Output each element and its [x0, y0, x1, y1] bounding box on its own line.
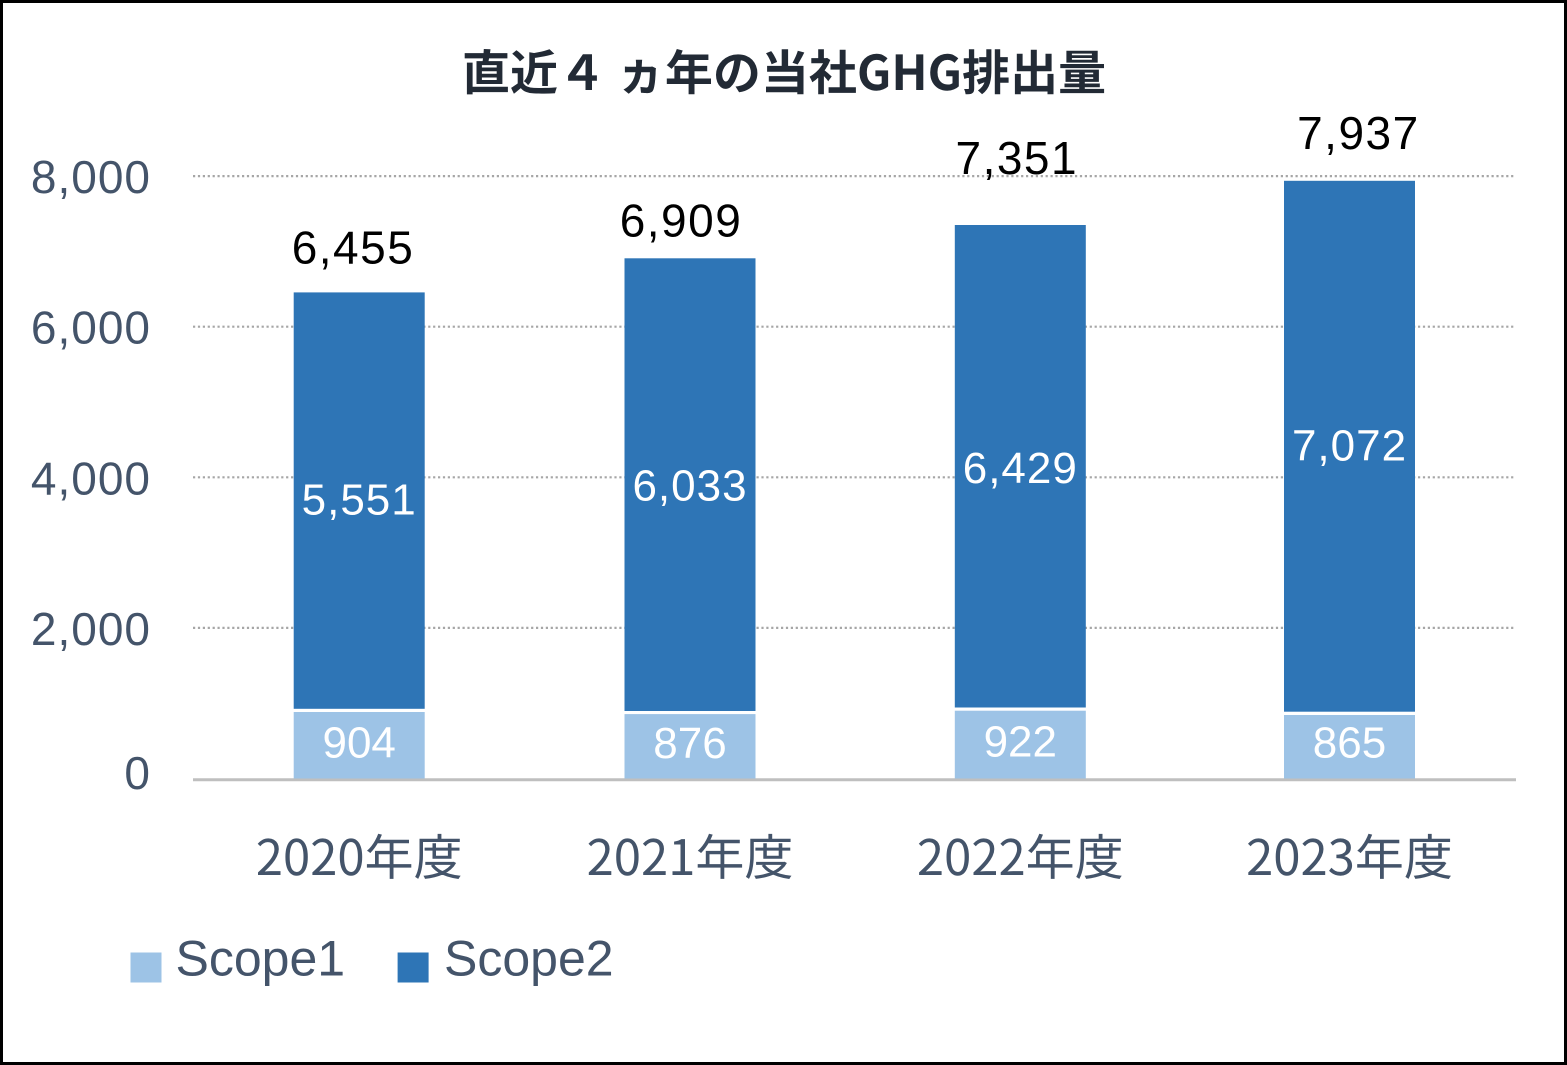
svg-text:865: 865	[1313, 718, 1386, 767]
svg-text:876: 876	[653, 719, 726, 768]
svg-text:7,351: 7,351	[955, 132, 1078, 184]
svg-text:6,909: 6,909	[620, 195, 743, 247]
svg-text:7,937: 7,937	[1297, 107, 1420, 159]
svg-text:7,072: 7,072	[1292, 421, 1407, 470]
svg-text:8,000: 8,000	[31, 151, 151, 203]
svg-text:4,000: 4,000	[31, 452, 151, 504]
svg-text:Scope2: Scope2	[444, 931, 614, 987]
svg-text:2,000: 2,000	[31, 603, 151, 655]
svg-text:6,000: 6,000	[31, 302, 151, 354]
svg-text:922: 922	[984, 718, 1057, 767]
svg-text:6,429: 6,429	[963, 444, 1078, 493]
svg-text:0: 0	[124, 747, 150, 799]
svg-text:6,033: 6,033	[632, 461, 747, 510]
svg-text:Scope1: Scope1	[176, 931, 346, 987]
svg-text:904: 904	[322, 719, 395, 768]
svg-text:5,551: 5,551	[302, 475, 417, 524]
svg-text:6,455: 6,455	[292, 221, 415, 273]
